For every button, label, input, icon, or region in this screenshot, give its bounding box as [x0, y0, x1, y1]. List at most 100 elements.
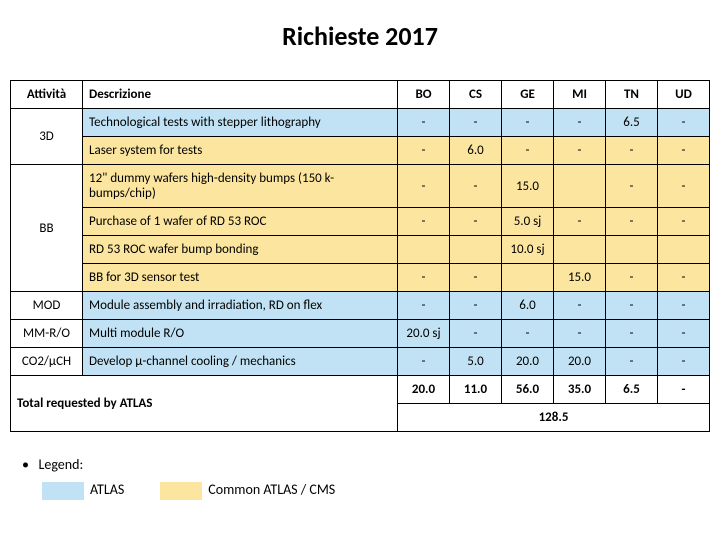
value-cell: -	[554, 109, 606, 137]
legend-label: ATLAS	[90, 481, 124, 498]
legend-item: Common ATLAS / CMS	[160, 481, 335, 500]
value-cell: -	[450, 109, 502, 137]
value-cell: -	[658, 348, 710, 376]
col-attivita: Attività	[11, 81, 83, 109]
value-cell: -	[658, 208, 710, 236]
activity-cell: MM-R/O	[11, 320, 83, 348]
value-cell: -	[398, 165, 450, 208]
value-cell: -	[658, 137, 710, 165]
value-cell: 6.5	[606, 109, 658, 137]
value-cell: -	[606, 264, 658, 292]
value-cell: -	[450, 292, 502, 320]
legend-label: Common ATLAS / CMS	[208, 481, 335, 498]
value-cell: -	[658, 109, 710, 137]
total-cell: 20.0	[398, 376, 450, 404]
col-descrizione: Descrizione	[83, 81, 398, 109]
total-cell: 35.0	[554, 376, 606, 404]
table-row: MODModule assembly and irradiation, RD o…	[11, 292, 710, 320]
value-cell: -	[606, 348, 658, 376]
description-cell: Laser system for tests	[83, 137, 398, 165]
value-cell: -	[502, 109, 554, 137]
col-bo: BO	[398, 81, 450, 109]
legend-swatch	[42, 482, 84, 500]
value-cell: 6.0	[502, 292, 554, 320]
total-row: Total requested by ATLAS20.011.056.035.0…	[11, 376, 710, 404]
value-cell: -	[554, 208, 606, 236]
value-cell	[658, 236, 710, 264]
table-row: 3DTechnological tests with stepper litho…	[11, 109, 710, 137]
total-label: Total requested by ATLAS	[11, 376, 398, 432]
description-cell: Multi module R/O	[83, 320, 398, 348]
legend-item: ATLAS	[42, 481, 124, 500]
value-cell: -	[606, 208, 658, 236]
value-cell: -	[398, 109, 450, 137]
grand-total-cell: 128.5	[398, 404, 710, 432]
value-cell: 6.0	[450, 137, 502, 165]
legend-swatch	[160, 482, 202, 500]
description-cell: Module assembly and irradiation, RD on f…	[83, 292, 398, 320]
table-row: RD 53 ROC wafer bump bonding10.0 sj	[11, 236, 710, 264]
col-tn: TN	[606, 81, 658, 109]
value-cell: 20.0	[502, 348, 554, 376]
legend-title: • Legend:	[22, 456, 710, 473]
description-cell: BB for 3D sensor test	[83, 264, 398, 292]
value-cell: -	[554, 320, 606, 348]
value-cell	[398, 236, 450, 264]
total-cell: 6.5	[606, 376, 658, 404]
col-mi: MI	[554, 81, 606, 109]
description-cell: Develop μ-channel cooling / mechanics	[83, 348, 398, 376]
value-cell: 20.0 sj	[398, 320, 450, 348]
value-cell	[502, 264, 554, 292]
value-cell: -	[658, 264, 710, 292]
col-ud: UD	[658, 81, 710, 109]
description-cell: Technological tests with stepper lithogr…	[83, 109, 398, 137]
value-cell	[450, 236, 502, 264]
value-cell: 15.0	[554, 264, 606, 292]
value-cell: -	[606, 165, 658, 208]
table-row: Laser system for tests-6.0----	[11, 137, 710, 165]
value-cell: -	[450, 320, 502, 348]
activity-cell: 3D	[11, 109, 83, 165]
table-row: BB for 3D sensor test--15.0--	[11, 264, 710, 292]
total-cell: 56.0	[502, 376, 554, 404]
value-cell	[554, 165, 606, 208]
value-cell: -	[398, 292, 450, 320]
activity-cell: BB	[11, 165, 83, 292]
value-cell: 5.0	[450, 348, 502, 376]
table-row: CO2/μCHDevelop μ-channel cooling / mecha…	[11, 348, 710, 376]
value-cell: -	[502, 320, 554, 348]
value-cell: -	[398, 264, 450, 292]
col-ge: GE	[502, 81, 554, 109]
table-row: BB12" dummy wafers high-density bumps (1…	[11, 165, 710, 208]
description-cell: 12" dummy wafers high-density bumps (150…	[83, 165, 398, 208]
value-cell: -	[450, 264, 502, 292]
value-cell: -	[658, 320, 710, 348]
value-cell: -	[658, 165, 710, 208]
value-cell	[606, 236, 658, 264]
value-cell: -	[398, 208, 450, 236]
value-cell: -	[450, 165, 502, 208]
description-cell: Purchase of 1 wafer of RD 53 ROC	[83, 208, 398, 236]
value-cell: -	[398, 348, 450, 376]
value-cell: -	[554, 292, 606, 320]
value-cell	[554, 236, 606, 264]
value-cell: 20.0	[554, 348, 606, 376]
page-title: Richieste 2017	[10, 20, 710, 52]
value-cell: -	[554, 137, 606, 165]
table-row: Purchase of 1 wafer of RD 53 ROC--5.0 sj…	[11, 208, 710, 236]
table-row: MM-R/OMulti module R/O20.0 sj-----	[11, 320, 710, 348]
value-cell: -	[398, 137, 450, 165]
legend: • Legend: ATLAS Common ATLAS / CMS	[10, 456, 710, 500]
col-cs: CS	[450, 81, 502, 109]
value-cell: -	[606, 137, 658, 165]
total-cell: 11.0	[450, 376, 502, 404]
value-cell: 15.0	[502, 165, 554, 208]
value-cell: -	[450, 208, 502, 236]
value-cell: -	[606, 320, 658, 348]
activity-cell: MOD	[11, 292, 83, 320]
richieste-table: AttivitàDescrizioneBOCSGEMITNUD 3DTechno…	[10, 80, 710, 432]
value-cell: 10.0 sj	[502, 236, 554, 264]
activity-cell: CO2/μCH	[11, 348, 83, 376]
value-cell: -	[606, 292, 658, 320]
value-cell: 5.0 sj	[502, 208, 554, 236]
